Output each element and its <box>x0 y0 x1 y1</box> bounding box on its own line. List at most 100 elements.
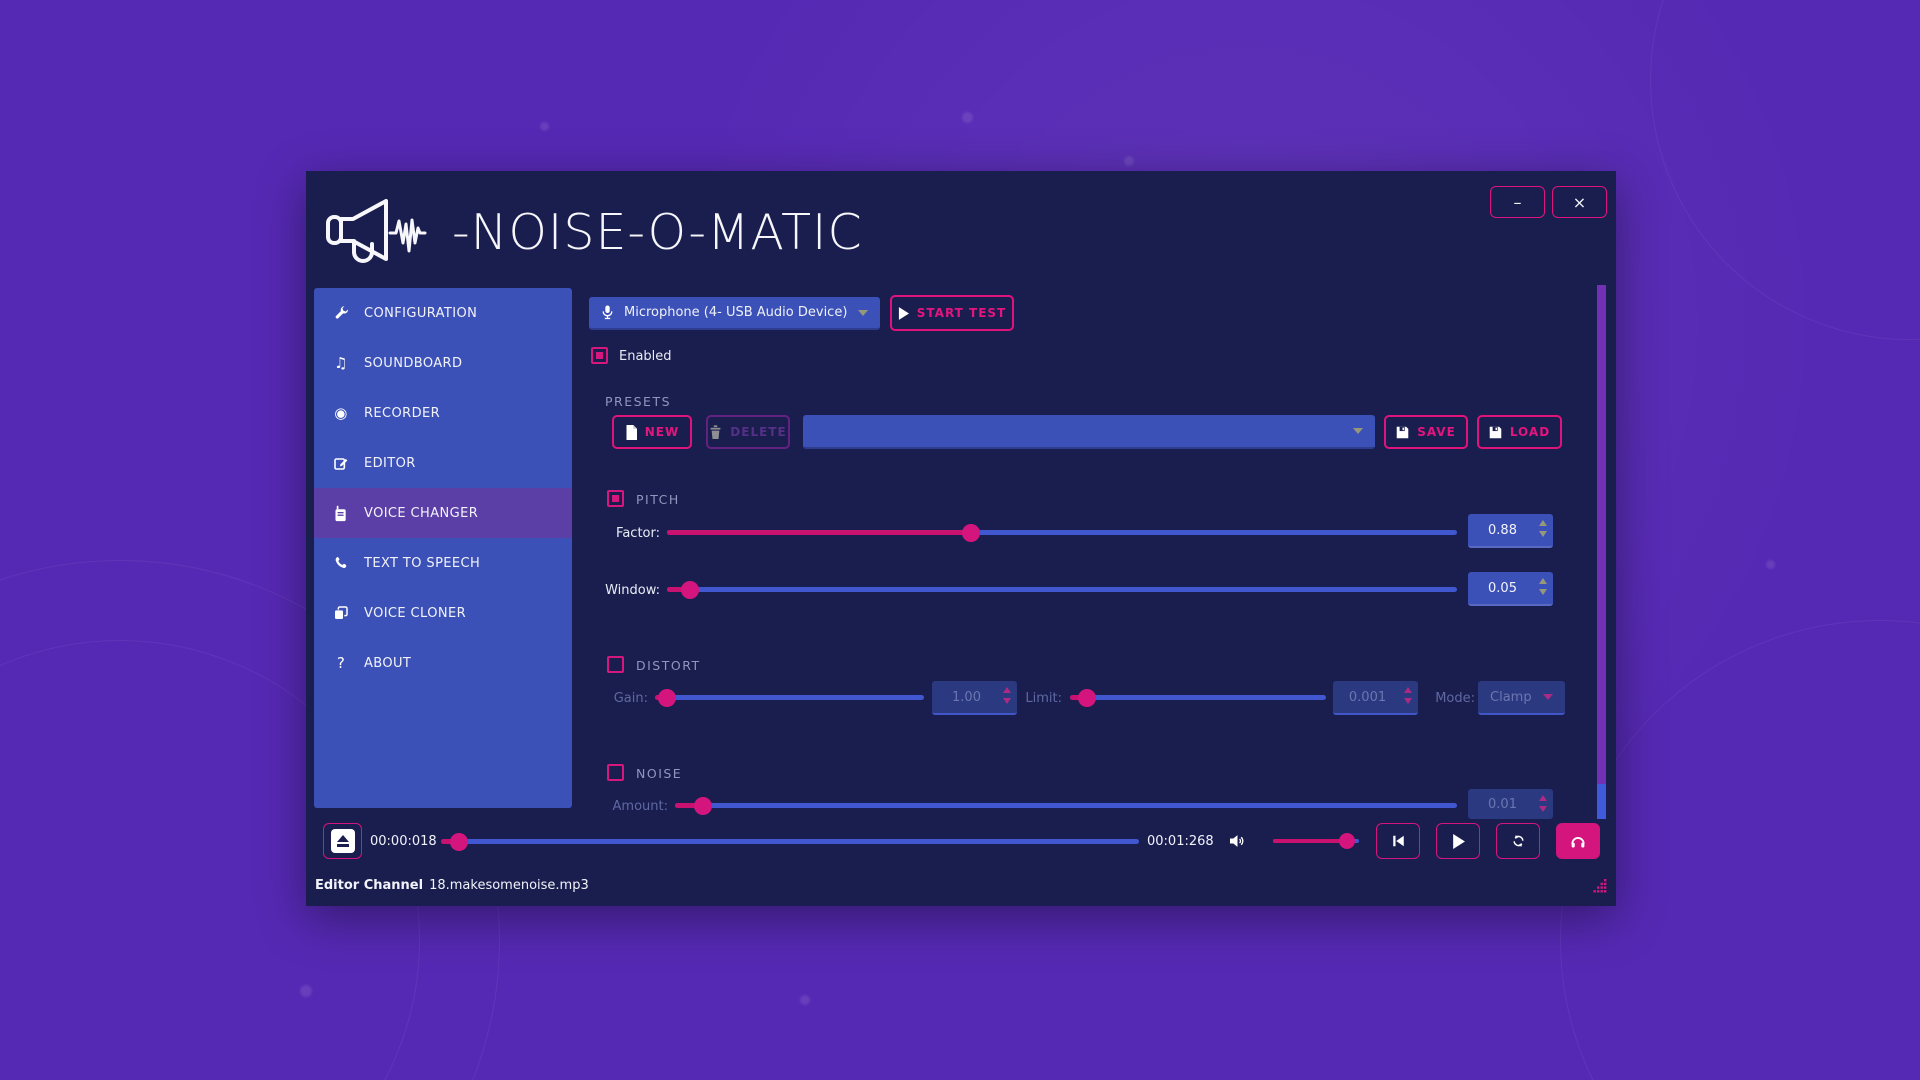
window-value-box[interactable]: 0.05 <box>1468 572 1553 606</box>
volume-slider-handle[interactable] <box>1338 833 1355 849</box>
megaphone-logo-icon <box>320 189 450 275</box>
gain-spinner[interactable] <box>1003 687 1011 704</box>
close-icon: × <box>1572 192 1587 212</box>
factor-slider-handle[interactable] <box>962 523 981 542</box>
record-icon: ◉ <box>334 404 348 422</box>
spinner-down-icon[interactable] <box>1404 698 1412 704</box>
repeat-button[interactable] <box>1496 823 1540 859</box>
save-preset-label: SAVE <box>1417 425 1456 439</box>
limit-slider-track <box>1070 695 1326 700</box>
sidebar-item-voice-cloner[interactable]: VOICE CLONER <box>314 588 572 638</box>
sidebar-item-label: TEXT TO SPEECH <box>364 555 481 571</box>
limit-spinner[interactable] <box>1404 687 1412 704</box>
spinner-up-icon[interactable] <box>1404 687 1412 693</box>
app-window: -NOISE-O-MATIC – × CONFIGURATION ♫ SOUND… <box>306 171 1616 906</box>
spinner-down-icon[interactable] <box>1539 806 1547 812</box>
factor-slider-fill <box>667 523 981 542</box>
scrollbar-thumb[interactable] <box>1597 285 1606 784</box>
chevron-down-icon <box>1543 694 1553 700</box>
volume-icon[interactable] <box>1227 831 1248 855</box>
spinner-down-icon[interactable] <box>1539 589 1547 595</box>
amount-value-box[interactable]: 0.01 <box>1468 789 1553 819</box>
factor-label: Factor: <box>616 526 660 541</box>
pitch-checkbox[interactable] <box>607 490 624 507</box>
new-preset-button[interactable]: NEW <box>612 415 692 449</box>
resize-grip[interactable] <box>1591 879 1608 898</box>
decor-dot <box>300 985 312 997</box>
seek-slider[interactable] <box>441 832 1139 851</box>
spinner-down-icon[interactable] <box>1003 698 1011 704</box>
limit-value-box[interactable]: 0.001 <box>1333 681 1418 715</box>
amount-spinner[interactable] <box>1539 795 1547 812</box>
chevron-down-icon <box>858 309 868 316</box>
sidebar-item-editor[interactable]: EDITOR <box>314 438 572 488</box>
noise-checkbox[interactable] <box>607 764 624 781</box>
monitor-headphones-button[interactable] <box>1556 823 1600 859</box>
total-time: 00:01:268 <box>1147 834 1214 849</box>
eject-button[interactable] <box>323 823 362 859</box>
minimize-button[interactable]: – <box>1490 186 1545 218</box>
gain-value-box[interactable]: 1.00 <box>932 681 1017 715</box>
content-scrollbar[interactable] <box>1597 285 1606 819</box>
window-slider-handle[interactable] <box>680 580 699 599</box>
sidebar-item-label: VOICE CLONER <box>364 605 467 621</box>
skip-to-start-button[interactable] <box>1376 823 1420 859</box>
seek-slider-handle[interactable] <box>450 832 469 851</box>
spinner-up-icon[interactable] <box>1003 687 1011 693</box>
microphone-device-select[interactable]: Microphone (4- USB Audio Device) <box>589 297 880 330</box>
sidebar-item-about[interactable]: ? ABOUT <box>314 638 572 688</box>
enabled-checkbox[interactable] <box>591 347 608 364</box>
app-title: -NOISE-O-MATIC <box>452 203 863 261</box>
question-icon: ? <box>336 654 346 672</box>
factor-value: 0.88 <box>1488 522 1517 538</box>
close-button[interactable]: × <box>1552 186 1607 218</box>
sidebar-item-text-to-speech[interactable]: TEXT TO SPEECH <box>314 538 572 588</box>
save-preset-button[interactable]: SAVE <box>1384 415 1468 449</box>
decor-dot <box>540 122 549 131</box>
window-spinner[interactable] <box>1539 578 1547 595</box>
start-test-button[interactable]: START TEST <box>890 295 1014 331</box>
amount-slider-track <box>675 803 1457 808</box>
limit-value: 0.001 <box>1348 689 1387 705</box>
sidebar-item-soundboard[interactable]: ♫ SOUNDBOARD <box>314 338 572 388</box>
spinner-up-icon[interactable] <box>1539 795 1547 801</box>
window-slider-fill <box>667 580 699 599</box>
load-preset-button[interactable]: LOAD <box>1477 415 1562 449</box>
volume-slider[interactable] <box>1273 833 1359 849</box>
amount-slider[interactable] <box>675 796 1457 815</box>
phone-icon <box>331 555 351 571</box>
pitch-section-label: PITCH <box>636 492 680 507</box>
amount-slider-fill <box>675 796 713 815</box>
edit-icon <box>331 455 351 471</box>
factor-slider[interactable] <box>667 523 1457 542</box>
factor-value-box[interactable]: 0.88 <box>1468 514 1553 548</box>
play-button[interactable] <box>1436 823 1480 859</box>
sidebar-item-label: VOICE CHANGER <box>364 505 479 521</box>
sidebar-item-recorder[interactable]: ◉ RECORDER <box>314 388 572 438</box>
sidebar-item-configuration[interactable]: CONFIGURATION <box>314 288 572 338</box>
trash-icon <box>709 425 722 439</box>
sidebar-item-label: ABOUT <box>364 655 412 671</box>
sidebar: CONFIGURATION ♫ SOUNDBOARD ◉ RECORDER ED… <box>314 288 572 808</box>
gain-slider-handle[interactable] <box>658 688 677 707</box>
spinner-down-icon[interactable] <box>1539 531 1547 537</box>
limit-slider[interactable] <box>1070 688 1326 707</box>
file-icon <box>625 424 637 440</box>
spinner-up-icon[interactable] <box>1539 520 1547 526</box>
amount-value: 0.01 <box>1488 796 1517 812</box>
spinner-up-icon[interactable] <box>1539 578 1547 584</box>
gain-slider-track <box>655 695 924 700</box>
amount-slider-handle[interactable] <box>694 796 713 815</box>
limit-slider-handle[interactable] <box>1077 688 1096 707</box>
sidebar-item-voice-changer[interactable]: VOICE CHANGER <box>314 488 572 538</box>
decor-ring <box>1650 0 1920 340</box>
decor-dot <box>1766 560 1775 569</box>
window-slider[interactable] <box>667 580 1457 599</box>
distort-checkbox[interactable] <box>607 656 624 673</box>
window-slider-track <box>667 587 1457 592</box>
factor-spinner[interactable] <box>1539 520 1547 537</box>
preset-select[interactable] <box>803 415 1375 449</box>
delete-preset-button[interactable]: DELETE <box>706 415 790 449</box>
gain-slider[interactable] <box>655 688 924 707</box>
mode-select[interactable]: Clamp <box>1478 681 1565 715</box>
